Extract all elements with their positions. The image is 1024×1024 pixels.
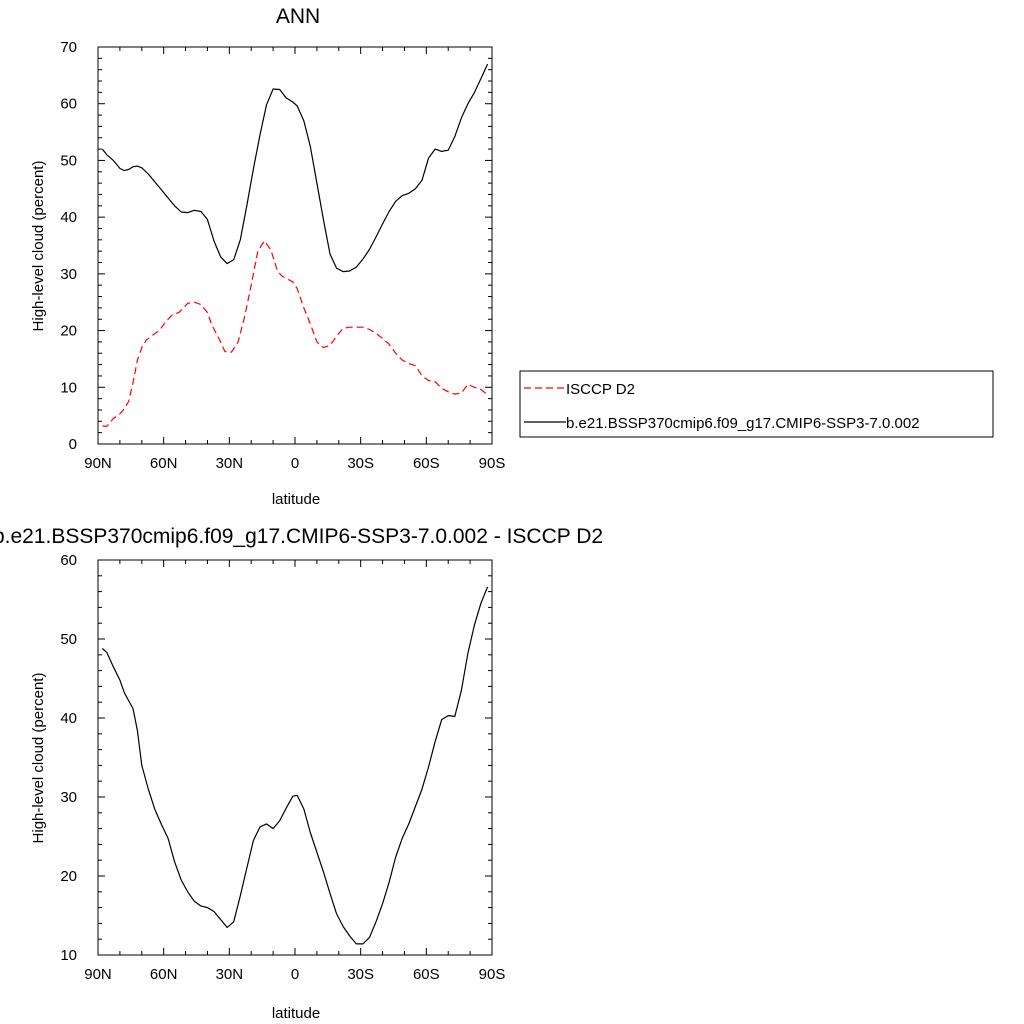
x-tick-label: 0 xyxy=(291,966,299,983)
x-tick-label: 90N xyxy=(84,966,112,983)
top-y-axis-label: High-level cloud (percent) xyxy=(30,161,47,332)
bottom-panel: b.e21.BSSP370cmip6.f09_g17.CMIP6-SSP3-7.… xyxy=(0,525,603,1022)
top-x-axis-label: latitude xyxy=(272,491,320,508)
y-tick-label: 30 xyxy=(60,789,77,806)
legend: ISCCP D2 b.e21.BSSP370cmip6.f09_g17.CMIP… xyxy=(519,370,994,438)
x-tick-label: 60S xyxy=(413,966,440,983)
y-tick-label: 70 xyxy=(60,39,77,56)
y-tick-label: 10 xyxy=(60,947,77,964)
legend-label-isccp: ISCCP D2 xyxy=(566,381,635,398)
x-tick-label: 90N xyxy=(84,455,112,472)
top-x-tick-labels: 90N 60N 30N 0 30S 60S 90S xyxy=(84,455,505,472)
y-tick-label: 20 xyxy=(60,323,77,340)
x-tick-label: 90S xyxy=(479,455,506,472)
x-tick-label: 60S xyxy=(413,455,440,472)
y-tick-label: 60 xyxy=(60,96,77,113)
x-tick-label: 30N xyxy=(216,966,244,983)
top-series-lines xyxy=(101,63,490,427)
x-tick-label: 60N xyxy=(150,455,178,472)
top-y-tick-labels: 0 10 20 30 40 50 60 70 xyxy=(60,39,77,453)
y-tick-label: 30 xyxy=(60,266,77,283)
y-tick-label: 50 xyxy=(60,631,77,648)
series-line-1 xyxy=(101,63,489,273)
legend-box xyxy=(519,370,994,438)
y-tick-label: 0 xyxy=(69,436,77,453)
x-tick-label: 60N xyxy=(150,966,178,983)
bottom-chart-title: b.e21.BSSP370cmip6.f09_g17.CMIP6-SSP3-7.… xyxy=(0,525,603,548)
x-tick-label: 90S xyxy=(479,966,506,983)
x-tick-label: 30S xyxy=(347,455,374,472)
y-tick-label: 60 xyxy=(60,552,77,569)
series-line-0 xyxy=(102,240,490,427)
x-tick-label: 30S xyxy=(347,966,374,983)
top-plot-frame xyxy=(97,46,493,445)
y-tick-label: 50 xyxy=(60,152,77,169)
series-line-0 xyxy=(102,586,489,945)
legend-label-model: b.e21.BSSP370cmip6.f09_g17.CMIP6-SSP3-7.… xyxy=(566,415,920,432)
x-tick-label: 30N xyxy=(216,455,244,472)
top-tick-marks xyxy=(97,46,493,445)
bottom-y-tick-labels: 10 20 30 40 50 60 xyxy=(60,552,77,964)
bottom-plot-frame xyxy=(97,559,493,956)
bottom-series-lines xyxy=(102,586,489,945)
bottom-y-axis-label: High-level cloud (percent) xyxy=(30,673,47,844)
y-tick-label: 10 xyxy=(60,379,77,396)
top-chart-title: ANN xyxy=(276,5,320,28)
y-tick-label: 20 xyxy=(60,868,77,885)
top-panel: ANN 90N 60N 30N 0 30S 60S 90S 010203040506070 … xyxy=(30,5,994,508)
bottom-x-tick-labels: 90N 60N 30N 0 30S 60S 90S xyxy=(84,966,505,983)
x-tick-label: 0 xyxy=(291,455,299,472)
bottom-x-axis-label: latitude xyxy=(272,1005,320,1022)
y-tick-label: 40 xyxy=(60,209,77,226)
y-tick-label: 40 xyxy=(60,710,77,727)
bottom-tick-marks xyxy=(97,559,493,956)
